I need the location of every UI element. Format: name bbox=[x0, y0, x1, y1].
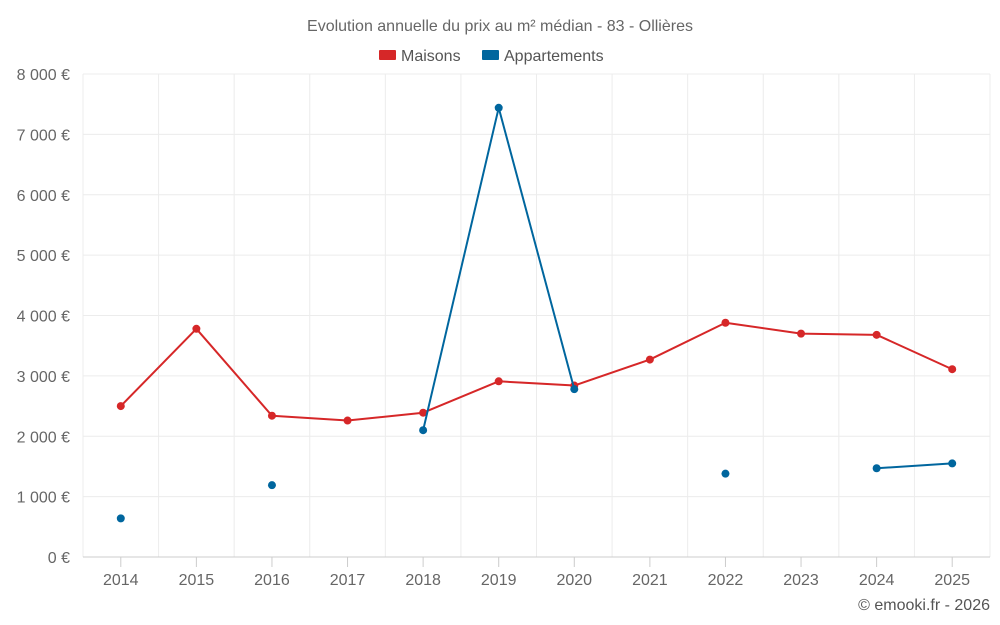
data-point-appartements[interactable] bbox=[872, 464, 881, 473]
data-point-maisons[interactable] bbox=[797, 329, 806, 338]
data-point-maisons[interactable] bbox=[343, 416, 352, 425]
data-point-appartements[interactable] bbox=[116, 514, 125, 523]
legend: Maisons Appartements bbox=[379, 48, 604, 65]
grid bbox=[82, 73, 991, 557]
data-point-maisons[interactable] bbox=[267, 411, 276, 420]
data-point-maisons[interactable] bbox=[419, 408, 428, 417]
data-point-appartements[interactable] bbox=[948, 459, 957, 468]
x-tick-label: 2024 bbox=[859, 572, 895, 589]
x-tick-label: 2014 bbox=[103, 572, 139, 589]
x-tick-label: 2018 bbox=[405, 572, 441, 589]
y-tick-label: 2 000 € bbox=[17, 429, 70, 446]
series-maisons bbox=[116, 318, 957, 425]
y-tick-label: 1 000 € bbox=[17, 490, 70, 507]
x-tick-label: 2025 bbox=[934, 572, 970, 589]
x-tick-label: 2023 bbox=[783, 572, 819, 589]
y-tick-label: 0 € bbox=[48, 550, 70, 567]
legend-item-appartements[interactable]: Appartements bbox=[482, 48, 604, 65]
y-tick-label: 6 000 € bbox=[17, 188, 70, 205]
y-tick-label: 5 000 € bbox=[17, 248, 70, 265]
credit-text: © emooki.fr - 2026 bbox=[858, 597, 990, 614]
x-tick-label: 2017 bbox=[330, 572, 366, 589]
data-point-maisons[interactable] bbox=[116, 402, 125, 411]
y-tick-label: 4 000 € bbox=[17, 309, 70, 326]
x-tick-label: 2015 bbox=[179, 572, 215, 589]
data-point-appartements[interactable] bbox=[267, 481, 276, 490]
legend-item-maisons[interactable]: Maisons bbox=[379, 48, 461, 65]
legend-swatch-appartements bbox=[482, 50, 499, 60]
data-point-maisons[interactable] bbox=[872, 330, 881, 339]
data-point-maisons[interactable] bbox=[721, 318, 730, 327]
legend-swatch-maisons bbox=[379, 50, 396, 60]
data-point-appartements[interactable] bbox=[419, 426, 428, 435]
data-point-maisons[interactable] bbox=[192, 324, 201, 333]
y-tick-label: 3 000 € bbox=[17, 369, 70, 386]
data-point-maisons[interactable] bbox=[948, 365, 957, 374]
axes: 0 € 1 000 € 2 000 € 3 000 € 4 000 € 5 000 € 6 … bbox=[17, 67, 990, 589]
x-tick-label: 2021 bbox=[632, 572, 668, 589]
chart-title: Evolution annuelle du prix au m² médian … bbox=[307, 18, 693, 35]
legend-label-maisons: Maisons bbox=[401, 48, 461, 65]
series-line-appartements bbox=[876, 462, 953, 470]
data-point-maisons[interactable] bbox=[494, 377, 503, 386]
y-tick-label: 7 000 € bbox=[17, 127, 70, 144]
legend-label-appartements: Appartements bbox=[504, 48, 604, 65]
data-point-appartements[interactable] bbox=[721, 469, 730, 478]
series bbox=[116, 103, 957, 523]
series-line-maisons bbox=[120, 321, 953, 422]
x-tick-label: 2016 bbox=[254, 572, 290, 589]
x-tick-label: 2022 bbox=[708, 572, 744, 589]
x-tick-label: 2020 bbox=[556, 572, 592, 589]
data-point-maisons[interactable] bbox=[645, 355, 654, 364]
data-point-appartements[interactable] bbox=[494, 103, 503, 112]
y-tick-label: 8 000 € bbox=[17, 67, 70, 84]
series-appartements bbox=[116, 103, 957, 523]
data-point-appartements[interactable] bbox=[570, 385, 579, 394]
x-tick-label: 2019 bbox=[481, 572, 517, 589]
